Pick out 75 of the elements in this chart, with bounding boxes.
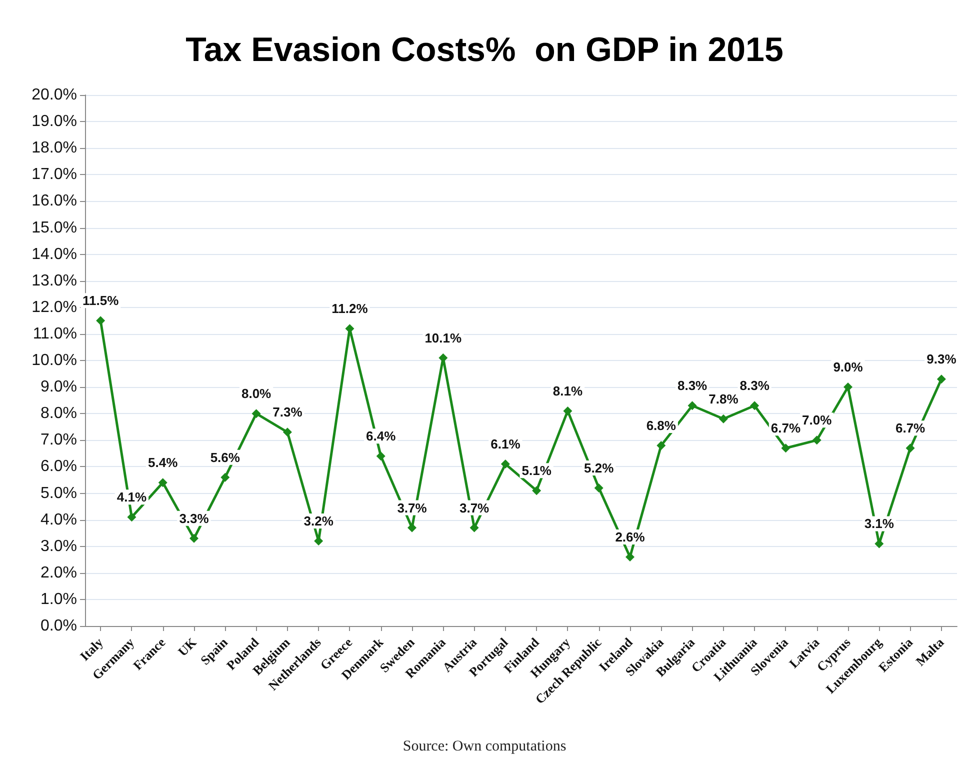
point <box>812 436 822 445</box>
x-tick-label: UK <box>174 634 200 660</box>
point <box>96 316 106 326</box>
point <box>906 444 915 453</box>
point <box>750 401 760 410</box>
y-tick-label: 4.0% <box>40 511 77 528</box>
y-tick-label: 13.0% <box>32 272 77 290</box>
data-label: 5.4% <box>148 455 178 470</box>
data-label: 11.5% <box>82 293 120 308</box>
y-tick-label: 7.0% <box>40 432 77 449</box>
y-tick-label: 3.0% <box>40 538 77 555</box>
y-tick-label: 12.0% <box>32 298 77 316</box>
point <box>594 483 604 492</box>
data-label: 3.3% <box>179 510 210 526</box>
data-label: 9.3% <box>926 352 957 367</box>
point <box>781 444 790 453</box>
point <box>500 460 510 469</box>
data-label: 3.7% <box>459 500 490 516</box>
data-label: 6.7% <box>770 420 801 436</box>
data-label: 2.6% <box>615 529 646 544</box>
point <box>563 406 572 416</box>
point <box>718 414 728 424</box>
data-label: 6.7% <box>895 420 926 436</box>
source-note: Source: Own computations <box>402 738 566 754</box>
data-label: 8.1% <box>552 383 583 398</box>
y-tick-label: 11.0% <box>32 325 77 342</box>
data-label: 3.7% <box>397 500 428 516</box>
y-tick-label: 17.0% <box>32 166 77 184</box>
data-label: 3.1% <box>864 516 894 532</box>
point <box>190 534 198 543</box>
data-label: 4.1% <box>116 490 147 505</box>
data-label: 9.0% <box>833 360 864 375</box>
point <box>626 552 634 562</box>
data-label: 5.1% <box>522 463 552 478</box>
data-label: 8.3% <box>740 378 770 394</box>
point <box>220 472 230 482</box>
point <box>532 486 542 496</box>
data-label: 5.2% <box>584 460 614 476</box>
y-tick-label: 1.0% <box>40 590 77 608</box>
point <box>158 478 168 488</box>
point <box>376 452 386 461</box>
point <box>656 440 666 450</box>
y-tick-label: 8.0% <box>40 405 77 422</box>
y-tick-label: 14.0% <box>32 246 77 263</box>
y-tick-label: 2.0% <box>40 564 77 582</box>
point <box>470 523 479 532</box>
data-label: 10.1% <box>424 330 462 346</box>
chart-title: Tax Evasion Costs% on GDP in 2015 <box>186 31 784 69</box>
data-label: 7.0% <box>802 412 832 428</box>
point <box>252 409 261 418</box>
y-tick-label: 5.0% <box>40 484 77 502</box>
point <box>844 382 852 392</box>
point <box>282 428 292 437</box>
data-label: 3.2% <box>304 514 334 529</box>
data-label: 6.4% <box>366 428 396 444</box>
data-label: 8.3% <box>677 378 708 394</box>
y-tick-label: 9.0% <box>40 378 77 396</box>
y-tick-label: 20.0% <box>32 86 77 104</box>
data-label: 6.1% <box>490 436 521 452</box>
data-label: 8.0% <box>241 386 272 402</box>
point <box>936 374 946 384</box>
data-label: 11.2% <box>332 301 368 316</box>
data-label: 6.8% <box>646 418 676 433</box>
y-tick-label: 10.0% <box>32 352 77 369</box>
y-tick-label: 19.0% <box>32 113 77 130</box>
y-tick-label: 15.0% <box>32 219 77 236</box>
y-tick-label: 6.0% <box>40 458 77 476</box>
y-tick-label: 0.0% <box>40 618 77 634</box>
data-label: 7.8% <box>708 391 739 406</box>
data-label: 5.6% <box>210 450 240 465</box>
y-tick-label: 16.0% <box>32 192 77 210</box>
point <box>127 512 136 522</box>
point <box>688 401 697 410</box>
y-tick-label: 18.0% <box>32 140 77 157</box>
data-label: 7.3% <box>272 404 303 420</box>
